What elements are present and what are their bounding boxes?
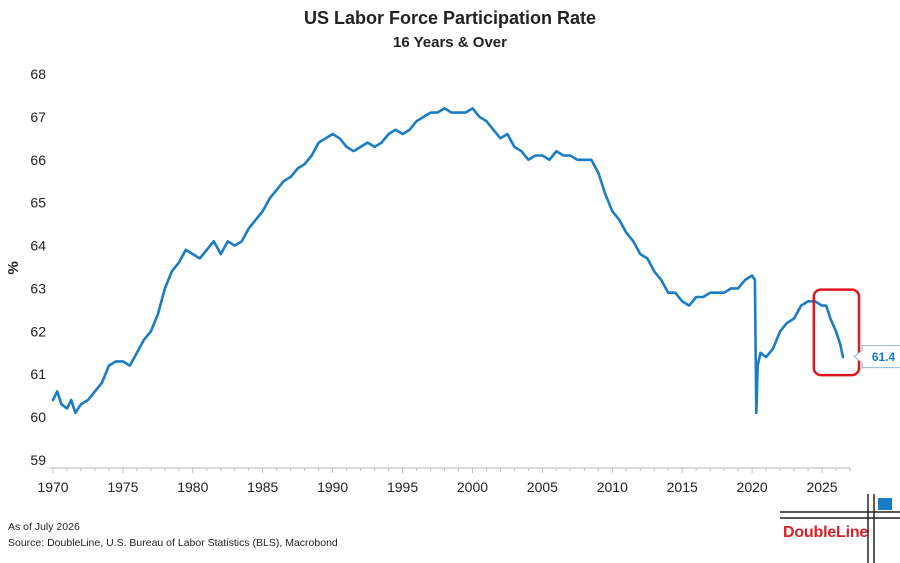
doubleline-logo-text: DoubleLine [783,524,869,541]
y-tick-label-65: 65 [30,195,46,211]
value-callout-label: 61.4 [872,350,896,364]
chart-subtitle: 16 Years & Over [393,34,507,51]
x-tick-label-1990: 1990 [317,479,348,495]
x-tick-label-1995: 1995 [387,479,418,495]
y-tick-label-62: 62 [30,323,46,339]
series-line-0 [51,107,845,415]
y-tick-label-68: 68 [30,66,46,82]
x-tick-label-2025: 2025 [806,479,837,495]
y-tick-label-66: 66 [30,152,46,168]
highlight-box [812,288,861,377]
y-tick-label-64: 64 [30,238,46,254]
y-tick-label-63: 63 [30,280,46,296]
doubleline-logo-icon [780,494,900,563]
x-tick-label-1985: 1985 [247,479,278,495]
y-axis-label: % [5,261,22,274]
source-note: Source: DoubleLine, U.S. Bureau of Labor… [8,537,338,549]
as-of-note: As of July 2026 [8,521,80,533]
y-axis: 59 60 61 62 63 64 65 66 67 68 [30,66,46,468]
y-tick-label-60: 60 [30,409,46,425]
y-tick-label-59: 59 [30,452,46,468]
y-tick-label-61: 61 [30,366,46,382]
x-tick-label-2010: 2010 [597,479,628,495]
x-tick-label-2005: 2005 [527,479,558,495]
x-tick-label-2015: 2015 [667,479,698,495]
x-tick-label-1975: 1975 [107,479,138,495]
x-tick-label-2020: 2020 [737,479,768,495]
value-callout-box [853,345,900,369]
series-group [51,107,845,415]
x-tick-label-1980: 1980 [177,479,208,495]
x-axis: 1970 1975 1980 1985 1990 1995 2000 2005 2010 2015… [37,467,851,495]
y-tick-label-67: 67 [30,109,46,125]
annotation-group: 61.4 [812,288,900,377]
chart-title: US Labor Force Participation Rate [303,8,597,28]
x-tick-label-1970: 1970 [37,479,68,495]
x-tick-label-2000: 2000 [457,479,488,495]
